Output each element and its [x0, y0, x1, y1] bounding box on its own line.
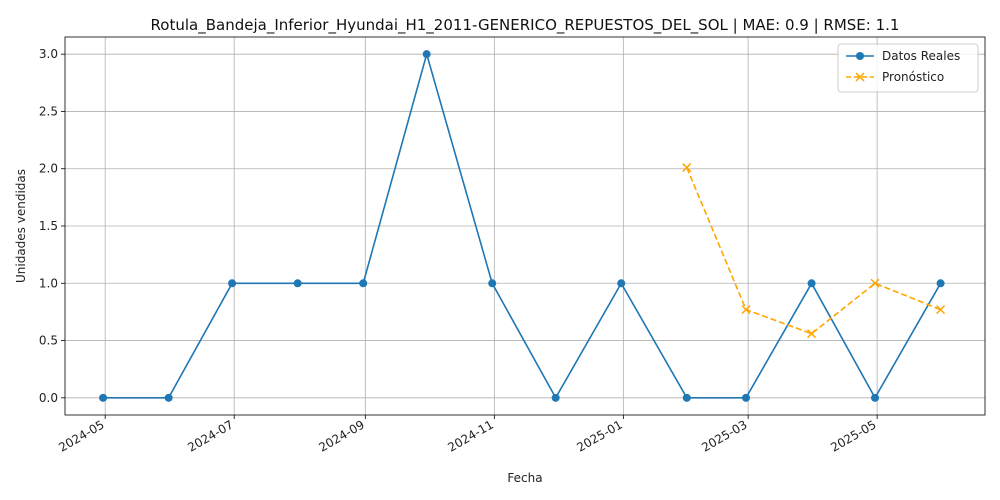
data-point-datos-reales: [422, 50, 431, 59]
data-point-datos-reales: [682, 393, 691, 402]
data-point-datos-reales: [617, 279, 626, 288]
data-point-datos-reales: [164, 393, 173, 402]
series-line-datos-reales: [103, 51, 942, 400]
data-point-datos-reales: [359, 279, 368, 288]
data-point-pronostico: [870, 278, 880, 288]
data-point-datos-reales: [871, 393, 880, 402]
legend-label-datos-reales: Datos Reales: [882, 49, 960, 63]
y-tick-label: 3.0: [39, 47, 58, 61]
y-tick-label: 1.5: [39, 219, 58, 233]
data-point-datos-reales: [936, 279, 945, 288]
data-point-datos-reales: [807, 279, 816, 288]
legend: Datos Reales Pronóstico: [837, 43, 979, 93]
y-tick-label: 0.0: [39, 391, 58, 405]
y-axis-title: Unidades vendidas: [14, 169, 28, 283]
y-tick-label: 2.5: [39, 104, 58, 118]
legend-marker-pronostico: [855, 72, 865, 82]
y-tick-label: 0.5: [39, 334, 58, 348]
grid: [65, 37, 985, 415]
chart-title: Rotula_Bandeja_Inferior_Hyundai_H1_2011-…: [151, 16, 900, 35]
data-point-pronostico: [682, 163, 692, 173]
data-point-datos-reales: [99, 393, 108, 402]
series-layer: [99, 50, 946, 402]
data-point-datos-reales: [551, 393, 560, 402]
data-point-pronostico: [936, 305, 946, 315]
data-point-datos-reales: [228, 279, 237, 288]
data-point-datos-reales: [488, 279, 497, 288]
series-line-pronostico: [686, 167, 941, 335]
x-axis-title: Fecha: [507, 471, 542, 485]
y-axis: 0.0 0.5 1.0 1.5 2.0 2.5 3.0: [39, 47, 65, 405]
data-point-datos-reales: [293, 279, 302, 288]
y-tick-label: 1.0: [39, 276, 58, 290]
data-point-datos-reales: [742, 393, 751, 402]
data-point-pronostico: [741, 305, 751, 315]
legend-label-pronostico: Pronóstico: [882, 70, 944, 84]
data-point-pronostico: [807, 329, 817, 339]
legend-marker-datos-reales: [856, 52, 864, 60]
y-tick-label: 2.0: [39, 162, 58, 176]
